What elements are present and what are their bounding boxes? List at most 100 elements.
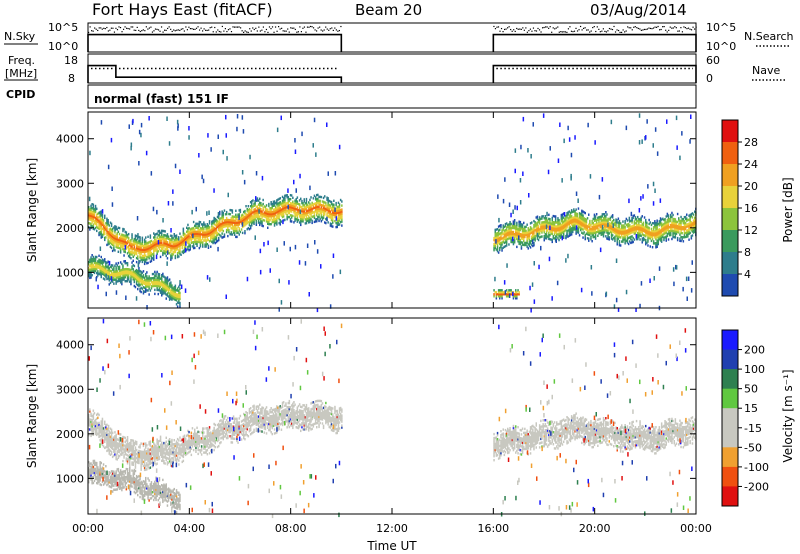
power-cell <box>629 220 631 223</box>
power-cell <box>532 230 534 234</box>
power-scatter <box>654 127 657 132</box>
power-cell <box>686 213 688 216</box>
power-cell <box>138 284 140 288</box>
power-cell <box>666 214 669 218</box>
power-cell <box>124 272 126 275</box>
power-cell <box>165 242 167 245</box>
power-cell <box>104 268 106 271</box>
power-cell <box>494 230 496 234</box>
power-cell <box>493 242 495 246</box>
power-cell <box>500 232 502 235</box>
power-cell <box>183 246 186 250</box>
power-cell <box>686 217 688 220</box>
power-cell <box>94 257 97 261</box>
power-cell <box>235 225 237 229</box>
power-cell <box>496 244 499 247</box>
nsearch-point <box>176 29 178 31</box>
power-cell <box>665 229 667 232</box>
power-cell <box>131 275 133 278</box>
power-cell <box>611 216 614 219</box>
power-cell <box>298 221 301 224</box>
power-cell <box>321 218 324 221</box>
power-cell <box>326 212 328 215</box>
power-cell <box>133 274 136 278</box>
power-cell <box>143 256 146 260</box>
power-cell <box>113 236 115 239</box>
power-cell <box>499 293 501 296</box>
power-cell <box>558 228 560 232</box>
nsearch-point <box>545 26 547 28</box>
power-cell <box>210 237 212 240</box>
power-cell <box>303 216 305 219</box>
power-cell <box>603 213 606 216</box>
power-cell <box>172 291 174 294</box>
power-cell <box>656 227 658 230</box>
power-cell <box>535 224 537 227</box>
power-cell <box>91 225 93 228</box>
power-cell <box>560 236 563 239</box>
power-cell <box>156 248 158 251</box>
power-cell <box>121 276 123 280</box>
power-cell <box>168 292 171 295</box>
power-cell <box>257 221 260 224</box>
power-cell <box>513 293 516 296</box>
nsearch-point <box>541 27 544 29</box>
power-cell <box>270 201 272 204</box>
nsearch-point <box>104 28 106 30</box>
power-cell <box>536 227 539 230</box>
power-cell <box>260 214 262 217</box>
power-cell <box>97 216 99 219</box>
power-cell <box>99 210 101 214</box>
power-cell <box>592 223 594 227</box>
power-cell <box>115 237 117 241</box>
power-cell <box>256 211 259 214</box>
power-cell <box>562 230 565 233</box>
power-cell <box>319 211 321 215</box>
power-cell <box>333 203 335 206</box>
power-cell <box>91 203 93 206</box>
power-ytick-label: 2000 <box>56 222 84 235</box>
power-cell <box>192 220 195 224</box>
power-cell <box>590 229 592 233</box>
power-cell <box>269 211 271 214</box>
power-cell <box>512 295 515 298</box>
power-cell <box>249 211 252 214</box>
power-cell <box>101 227 104 231</box>
nsearch-point <box>494 28 497 30</box>
velocity-cell <box>91 423 93 426</box>
power-cell <box>207 224 210 227</box>
nsearch-point <box>503 28 506 31</box>
power-cell <box>551 222 553 226</box>
power-cell <box>617 217 620 220</box>
power-cell <box>137 257 139 260</box>
power-cell <box>161 239 163 242</box>
power-cell <box>665 239 667 242</box>
power-cell <box>675 226 678 229</box>
power-cell <box>689 223 691 227</box>
power-cell <box>249 219 252 222</box>
velocity-cell <box>99 435 101 438</box>
power-cell <box>233 231 236 234</box>
power-cell <box>529 222 532 225</box>
power-cell <box>276 215 278 218</box>
power-cell <box>230 221 232 224</box>
power-cell <box>622 236 624 239</box>
power-cell <box>533 234 535 237</box>
power-cell <box>106 229 108 232</box>
power-cell <box>126 264 129 267</box>
power-cell <box>188 234 190 238</box>
power-cell <box>544 225 547 228</box>
power-cell <box>645 243 647 246</box>
power-cell <box>119 241 122 244</box>
power-cell <box>592 233 594 237</box>
power-cell <box>140 278 142 282</box>
nsearch-point <box>532 27 535 29</box>
power-cell <box>295 214 297 217</box>
nsearch-point <box>573 30 576 32</box>
power-cell <box>313 194 316 197</box>
power-cell <box>672 213 674 217</box>
power-cell <box>171 234 173 238</box>
power-cell <box>561 223 564 226</box>
power-cell <box>236 227 238 230</box>
power-cell <box>645 222 647 226</box>
